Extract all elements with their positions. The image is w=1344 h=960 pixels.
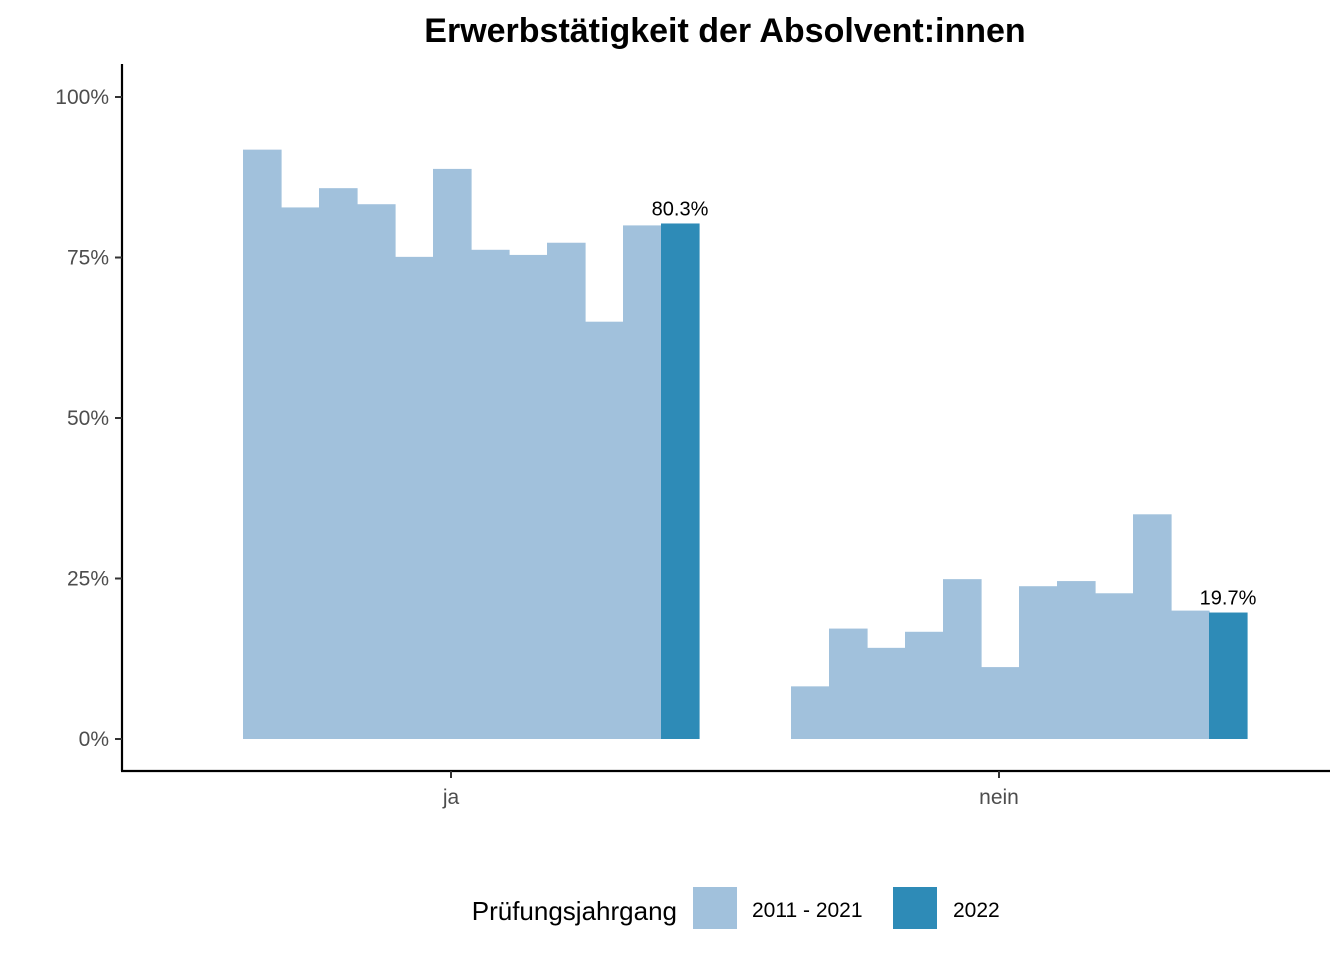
bar-ja-prev-5: [395, 256, 434, 739]
y-tick-label: 50%: [67, 407, 109, 430]
bar-nein-prev-9: [1095, 593, 1134, 739]
data-label-nein: 19.7%: [1200, 588, 1257, 610]
bars-layer: [243, 149, 1248, 740]
bar-ja-prev-7: [471, 249, 510, 739]
x-axis-ticks: ja nein: [442, 771, 1019, 809]
bar-ja-prev-10: [585, 321, 624, 739]
bar-nein-prev-1: [791, 686, 830, 739]
data-labels-layer: 80.3% 19.7%: [652, 198, 1257, 609]
bar-nein-prev-5: [943, 579, 982, 739]
bar-ja-prev-11: [623, 225, 662, 739]
bar-ja-prev-1: [243, 149, 282, 740]
bar-nein-prev-6: [981, 667, 1020, 739]
bar-ja-prev-4: [357, 204, 396, 740]
bar-nein-prev-8: [1057, 581, 1096, 739]
bar-ja-prev-3: [319, 188, 358, 739]
bar-ja-prev-6: [433, 168, 472, 740]
y-tick-label: 75%: [67, 247, 109, 270]
legend-title: Prüfungsjahrgang: [472, 896, 677, 926]
bar-ja-prev-2: [281, 207, 320, 739]
y-axis-ticks: 0% 25% 50% 75% 100%: [55, 86, 122, 751]
legend-key-2011-2021: [693, 887, 737, 929]
bar-nein-prev-11: [1171, 610, 1210, 739]
legend-label-2022: 2022: [953, 899, 1000, 922]
bar-ja-current: [661, 223, 700, 739]
legend: Prüfungsjahrgang 2011 - 2021 2022: [472, 887, 1000, 929]
x-tick-label-ja: ja: [442, 786, 460, 809]
chart-title: Erwerbstätigkeit der Absolvent:innen: [424, 12, 1025, 50]
bar-nein-prev-10: [1133, 514, 1172, 739]
bar-nein-current: [1209, 612, 1248, 739]
bar-ja-prev-8: [509, 254, 548, 739]
bar-ja-prev-9: [547, 242, 586, 739]
bar-nein-prev-4: [905, 631, 944, 739]
x-tick-label-nein: nein: [979, 786, 1019, 809]
y-tick-label: 100%: [55, 86, 109, 109]
legend-label-2011-2021: 2011 - 2021: [752, 899, 863, 922]
legend-key-2022: [893, 887, 937, 929]
y-tick-label: 25%: [67, 568, 109, 591]
data-label-ja: 80.3%: [652, 198, 709, 220]
bar-nein-prev-2: [829, 628, 868, 739]
bar-nein-prev-3: [867, 647, 906, 739]
y-tick-label: 0%: [79, 728, 109, 751]
bar-nein-prev-7: [1019, 586, 1058, 739]
